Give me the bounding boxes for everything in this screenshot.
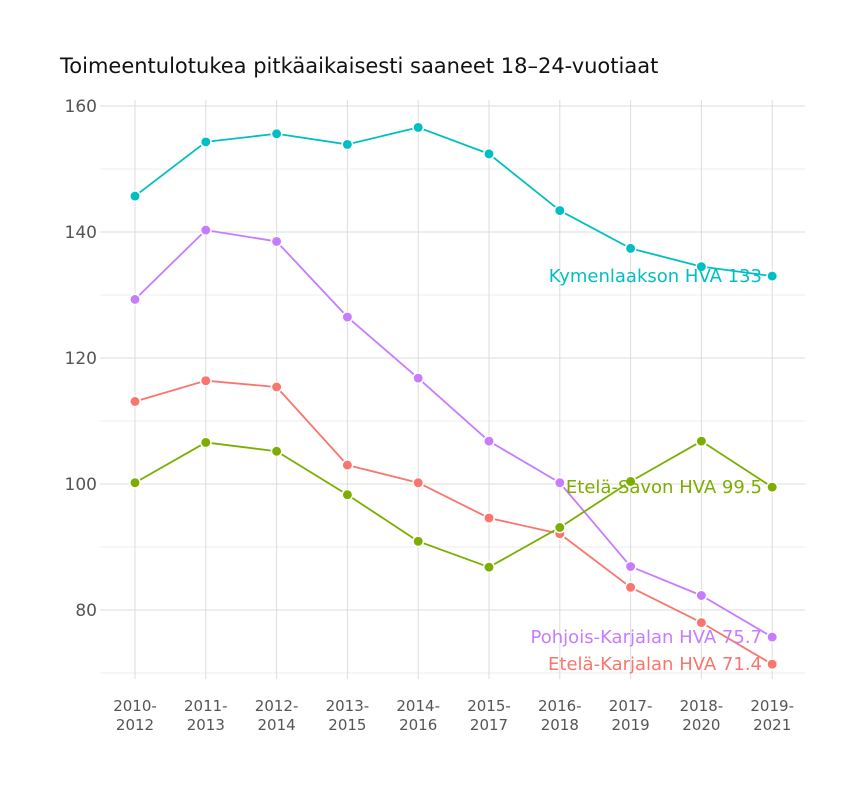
data-point xyxy=(766,270,779,283)
x-tick-label: 2013-2015 xyxy=(326,697,370,734)
data-point xyxy=(129,476,141,489)
data-point xyxy=(199,374,212,387)
data-point xyxy=(553,521,566,534)
data-point xyxy=(341,488,354,501)
data-point xyxy=(766,631,779,644)
data-point xyxy=(412,121,425,134)
y-tick-label: 100 xyxy=(65,475,97,495)
data-point xyxy=(199,436,212,449)
x-tick-label: 2011-2013 xyxy=(184,697,228,734)
series-end-label: Etelä-Karjalan HVA 71.4 xyxy=(548,654,762,675)
data-point xyxy=(412,476,425,489)
series-line xyxy=(134,440,773,569)
data-point xyxy=(553,204,566,217)
data-point xyxy=(483,435,495,448)
series-line xyxy=(134,379,773,665)
x-tick-label: 2017-2019 xyxy=(609,697,653,734)
series-end-label: Pohjois-Karjalan HVA 75.7 xyxy=(531,627,762,648)
series-lines xyxy=(134,126,773,665)
end-labels: Kymenlaakson HVA 133 Pohjois-Karjalan HVA… xyxy=(531,266,762,675)
data-point xyxy=(624,475,637,488)
data-point xyxy=(695,616,708,629)
series-end-label: Kymenlaakson HVA 133 xyxy=(549,266,762,287)
data-point xyxy=(483,561,495,574)
chart-title: Toimeentulotukea pitkäaikaisesti saaneet… xyxy=(60,54,659,78)
data-point xyxy=(695,260,708,273)
data-point xyxy=(129,293,141,306)
x-tick-label: 2018-2020 xyxy=(680,697,724,734)
data-point xyxy=(483,147,495,160)
data-point xyxy=(412,535,425,548)
data-point xyxy=(199,224,212,237)
data-point xyxy=(624,242,637,255)
data-point xyxy=(624,560,637,573)
x-tick-label: 2016-2018 xyxy=(538,697,582,734)
y-tick-label: 80 xyxy=(75,601,97,621)
data-point xyxy=(766,658,779,671)
y-axis: 80 100 120 140 160 xyxy=(65,97,97,621)
y-tick-label: 140 xyxy=(65,223,97,243)
data-point xyxy=(483,512,495,524)
data-point xyxy=(129,395,141,408)
data-point xyxy=(553,476,566,489)
data-point xyxy=(129,190,141,203)
data-point xyxy=(341,138,354,151)
data-point xyxy=(199,135,212,148)
series-line xyxy=(134,126,773,277)
data-point xyxy=(270,235,283,248)
x-tick-label: 2010-2012 xyxy=(113,697,157,734)
data-point xyxy=(624,581,637,594)
data-point xyxy=(341,311,354,323)
data-point xyxy=(341,459,354,472)
data-point xyxy=(695,589,708,602)
series-end-label: Etelä-Savon HVA 99.5 xyxy=(566,477,762,498)
data-point xyxy=(695,435,708,448)
data-point xyxy=(766,481,779,494)
data-point xyxy=(270,381,283,393)
series-points xyxy=(129,121,779,671)
y-tick-label: 160 xyxy=(65,97,97,117)
data-point xyxy=(270,127,283,140)
data-point xyxy=(270,445,283,458)
x-tick-label: 2012-2014 xyxy=(255,697,299,734)
x-tick-label: 2015-2017 xyxy=(467,697,511,734)
x-tick-label: 2019-2021 xyxy=(750,697,794,734)
series-line xyxy=(134,229,773,638)
y-tick-label: 120 xyxy=(65,349,97,369)
data-point xyxy=(412,372,425,385)
x-tick-label: 2014-2016 xyxy=(396,697,440,734)
x-axis: 2010-2012 2011-2013 2012-2014 2013-2015 2014… xyxy=(113,697,794,734)
